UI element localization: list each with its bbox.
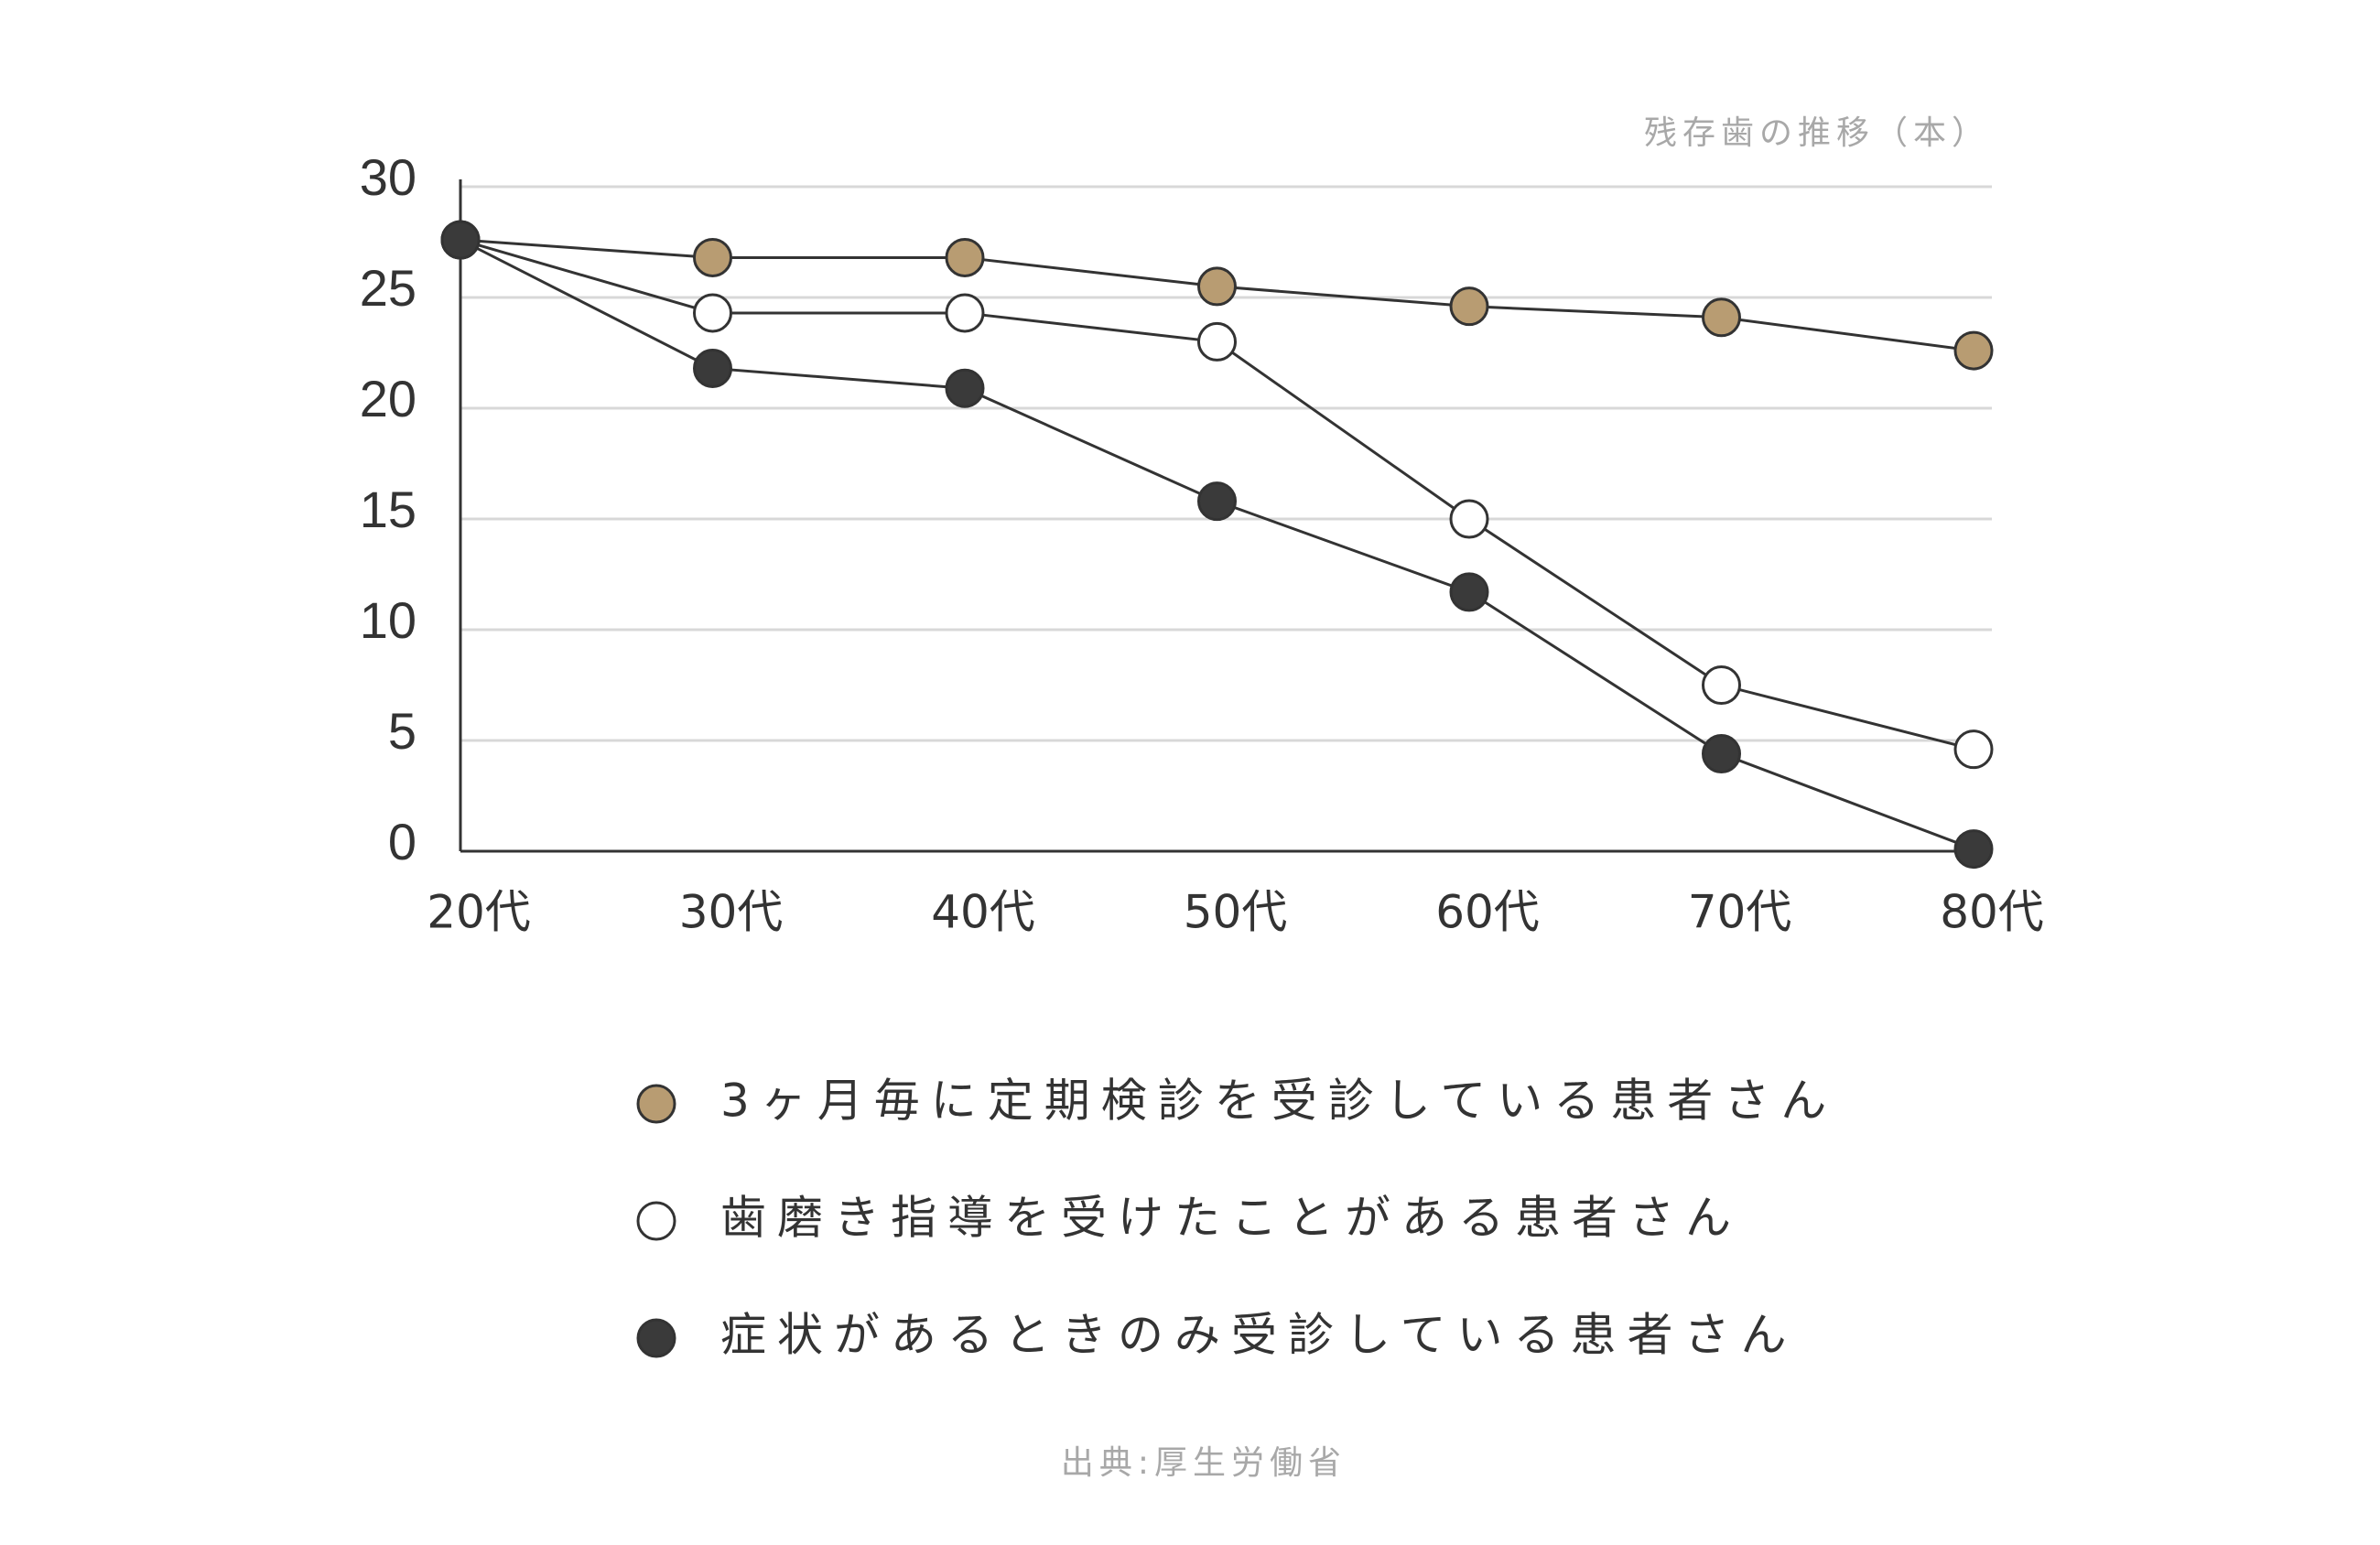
data-point	[1702, 734, 1741, 774]
data-point	[1702, 297, 1741, 338]
data-point	[693, 293, 732, 333]
data-point	[440, 220, 481, 260]
data-point	[1702, 665, 1741, 705]
y-axis-label: 残存歯の推移（本）	[1644, 114, 1990, 152]
y-tick-label: 30	[360, 148, 416, 206]
data-point	[1953, 330, 1994, 371]
data-point	[1197, 481, 1237, 522]
legend-marker	[636, 1318, 676, 1358]
y-tick-label: 10	[360, 591, 416, 649]
x-tick-label: 20代	[427, 886, 531, 939]
data-point	[1953, 829, 1994, 870]
y-tick-label: 15	[360, 481, 416, 538]
data-point	[945, 293, 985, 333]
data-point	[945, 237, 985, 277]
x-tick-label: 30代	[679, 886, 784, 939]
y-tick-label: 5	[388, 702, 416, 760]
y-tick-label: 0	[388, 813, 416, 870]
data-point	[693, 348, 732, 388]
x-tick-label: 60代	[1435, 886, 1540, 939]
data-point	[945, 368, 985, 408]
x-tick-label: 80代	[1940, 886, 2044, 939]
legend-marker	[636, 1084, 676, 1124]
legend-label: 3ヶ月毎に定期検診を受診している患者さん	[720, 1075, 1837, 1128]
x-tick-label: 40代	[931, 886, 1035, 939]
source-note: 出典:厚生労働省	[1061, 1444, 1347, 1482]
data-point	[1449, 499, 1489, 539]
x-tick-label: 70代	[1688, 886, 1792, 939]
y-tick-label: 25	[360, 259, 416, 317]
legend-label: 歯磨き指導を受けたことがある患者さん	[720, 1192, 1742, 1245]
data-point	[1449, 572, 1489, 612]
data-point	[1197, 266, 1237, 307]
legend-marker	[636, 1201, 676, 1241]
legend-label: 症状があるときのみ受診している患者さん	[720, 1309, 1798, 1362]
x-tick-label: 50代	[1184, 886, 1288, 939]
y-tick-label: 20	[360, 370, 416, 427]
data-point	[693, 237, 732, 277]
data-point	[1197, 321, 1237, 362]
data-point	[1953, 729, 1994, 770]
data-point	[1449, 286, 1489, 327]
